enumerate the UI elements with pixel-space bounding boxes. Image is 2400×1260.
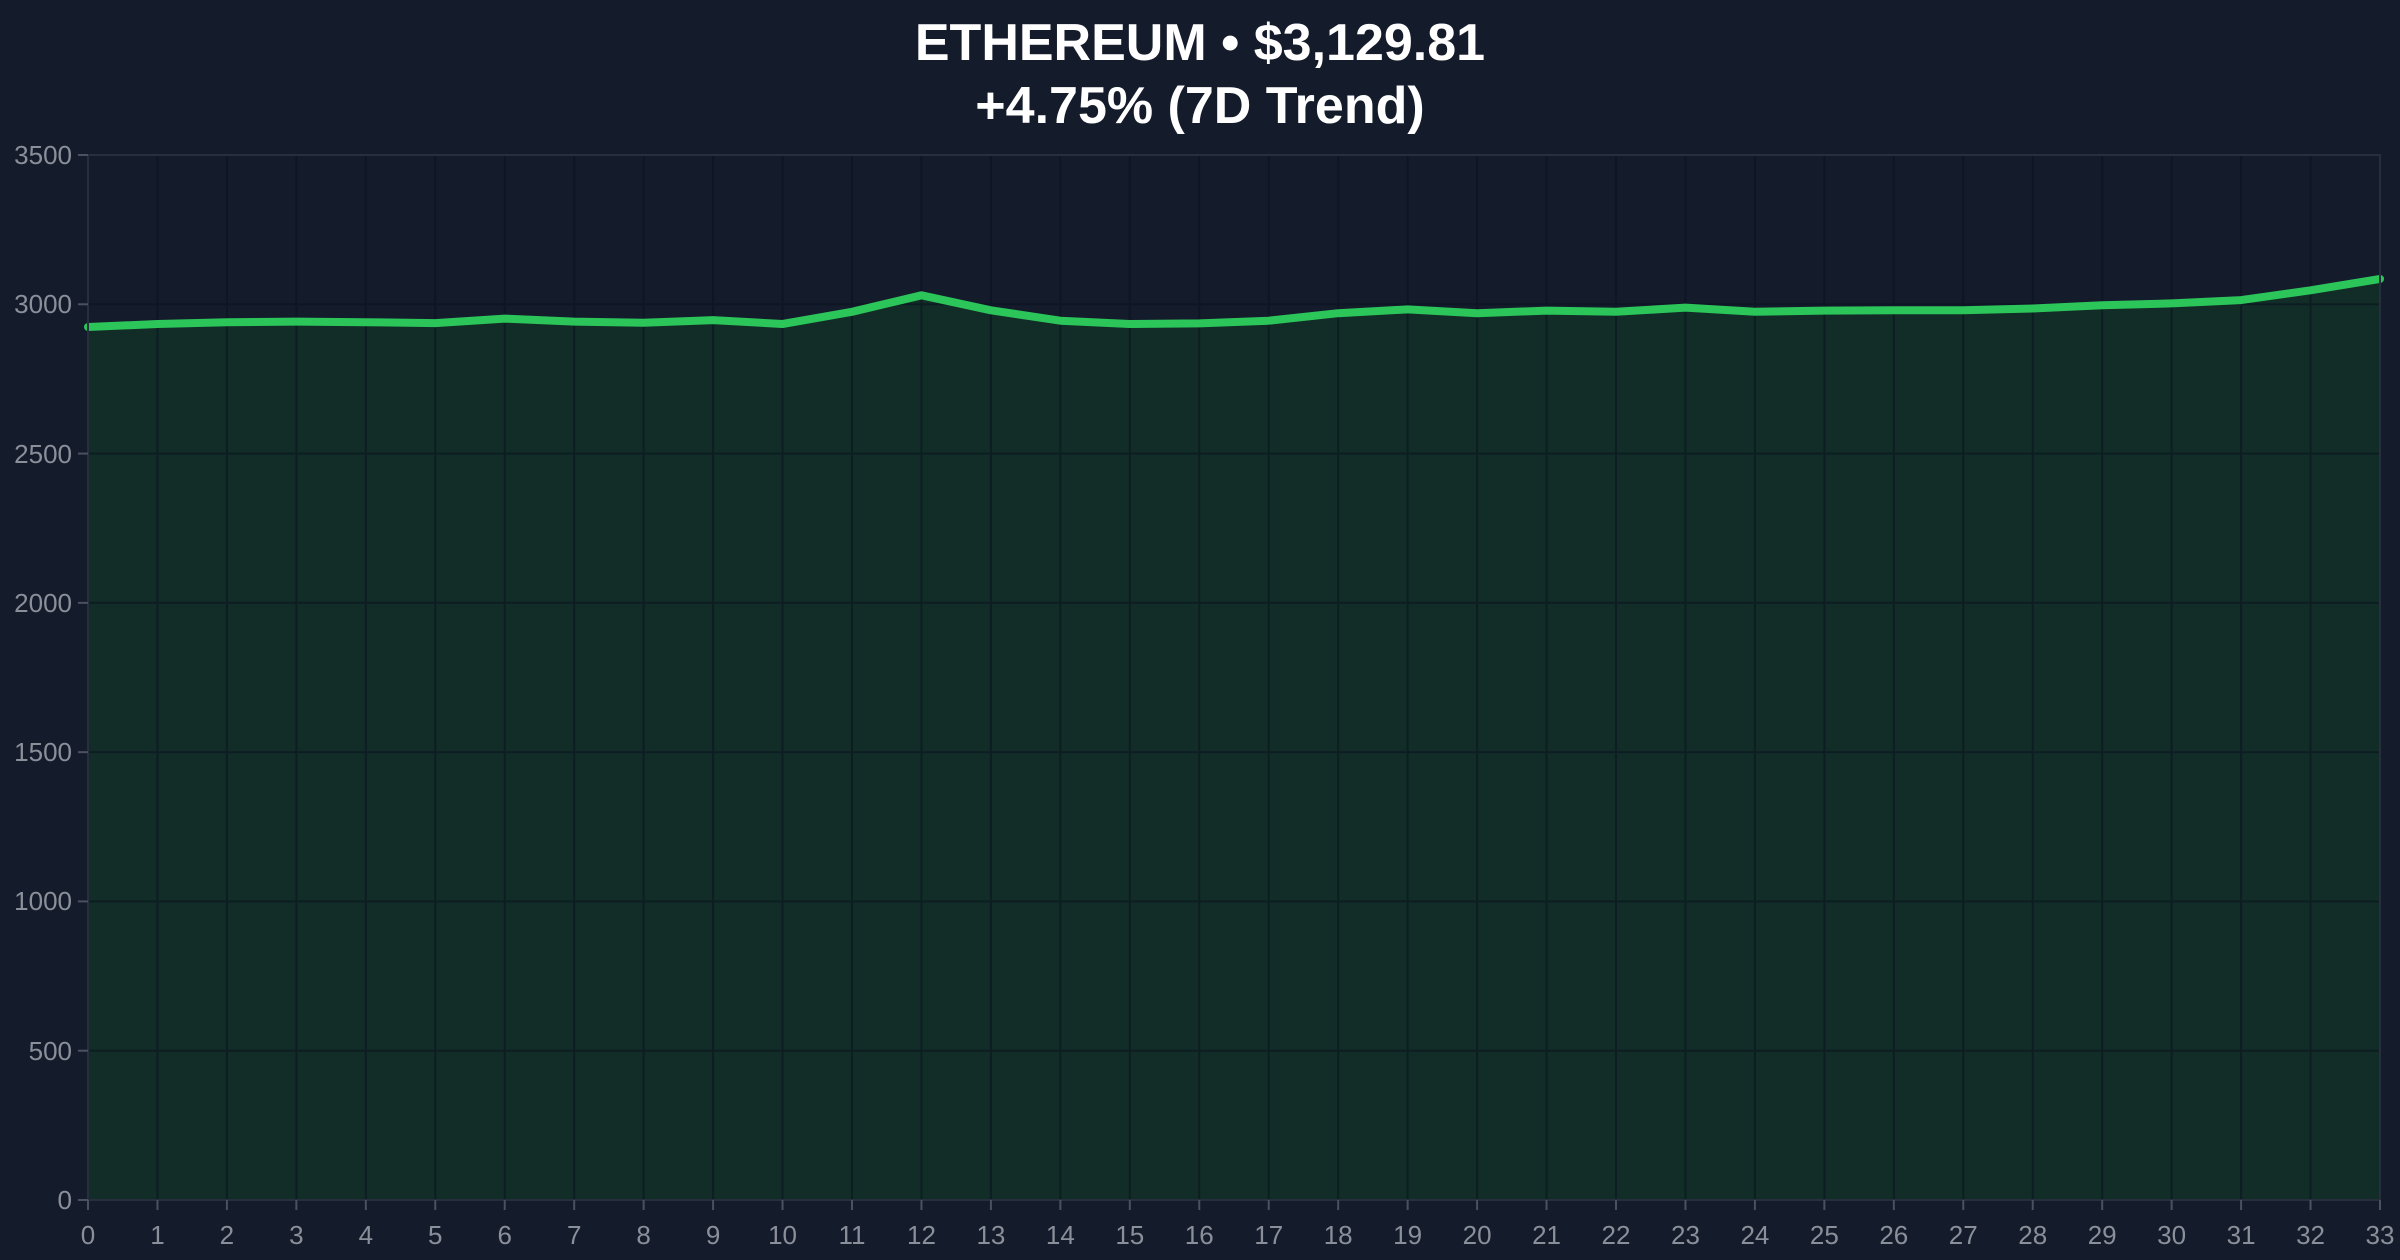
y-tick-label: 1500: [14, 737, 72, 768]
x-tick-label: 22: [1601, 1220, 1631, 1250]
y-tick-label: 500: [28, 1035, 72, 1066]
y-tick-label: 2500: [14, 438, 72, 469]
chart-title-block: ETHEREUM • $3,129.81 +4.75% (7D Trend): [0, 12, 2400, 138]
axes-spines: [87, 154, 2381, 1201]
y-tick-label: 1000: [14, 886, 72, 917]
x-tick-label: 28: [2018, 1220, 2048, 1250]
x-tick-label: 16: [1184, 1220, 1214, 1250]
x-tick-label: 19: [1393, 1220, 1423, 1250]
x-tick-label: 31: [2226, 1220, 2256, 1250]
y-tick-label: 3000: [14, 289, 72, 320]
x-tick-label: 1: [150, 1220, 165, 1250]
x-tick-label: 7: [566, 1220, 582, 1250]
x-tick-label: 17: [1254, 1220, 1284, 1250]
chart-title: ETHEREUM • $3,129.81: [914, 14, 1486, 72]
tick-marks: [78, 154, 2381, 1210]
chart-subtitle: +4.75% (7D Trend): [975, 77, 1425, 135]
x-tick-label: 13: [976, 1220, 1006, 1250]
x-tick-label: 4: [358, 1220, 374, 1250]
x-tick-label: 32: [2296, 1220, 2325, 1250]
x-tick-label: 14: [1045, 1220, 1075, 1250]
x-tick-label: 15: [1115, 1220, 1145, 1250]
x-tick-label: 5: [428, 1220, 443, 1250]
x-tick-label: 27: [1948, 1220, 1978, 1250]
price-area: [88, 278, 2380, 1200]
x-tick-label: 25: [1809, 1220, 1839, 1250]
x-tick-label: 20: [1462, 1220, 1492, 1250]
x-tick-label: 9: [705, 1220, 721, 1250]
price-line: [84, 274, 2384, 331]
x-tick-label: 2: [219, 1220, 235, 1250]
x-tick-label: 21: [1532, 1220, 1561, 1250]
x-tick-label: 18: [1323, 1220, 1353, 1250]
y-tick-label: 2000: [14, 587, 72, 618]
x-tick-label: 24: [1740, 1220, 1770, 1250]
x-tick-label: 30: [2157, 1220, 2187, 1250]
x-tick-label: 33: [2365, 1220, 2395, 1250]
x-tick-label: 11: [838, 1220, 866, 1250]
x-tick-label: 23: [1670, 1220, 1700, 1250]
x-tick-label: 26: [1879, 1220, 1909, 1250]
x-tick-label: 29: [2087, 1220, 2117, 1250]
x-tick-label: 12: [906, 1220, 936, 1250]
x-tick-label: 3: [289, 1220, 304, 1250]
x-tick-label: 6: [497, 1220, 512, 1250]
y-tick-label: 3500: [14, 140, 72, 170]
x-tick-label: 0: [80, 1220, 96, 1250]
x-tick-label: 8: [636, 1220, 651, 1250]
x-tick-label: 10: [768, 1220, 797, 1250]
y-tick-label: 0: [57, 1185, 72, 1215]
